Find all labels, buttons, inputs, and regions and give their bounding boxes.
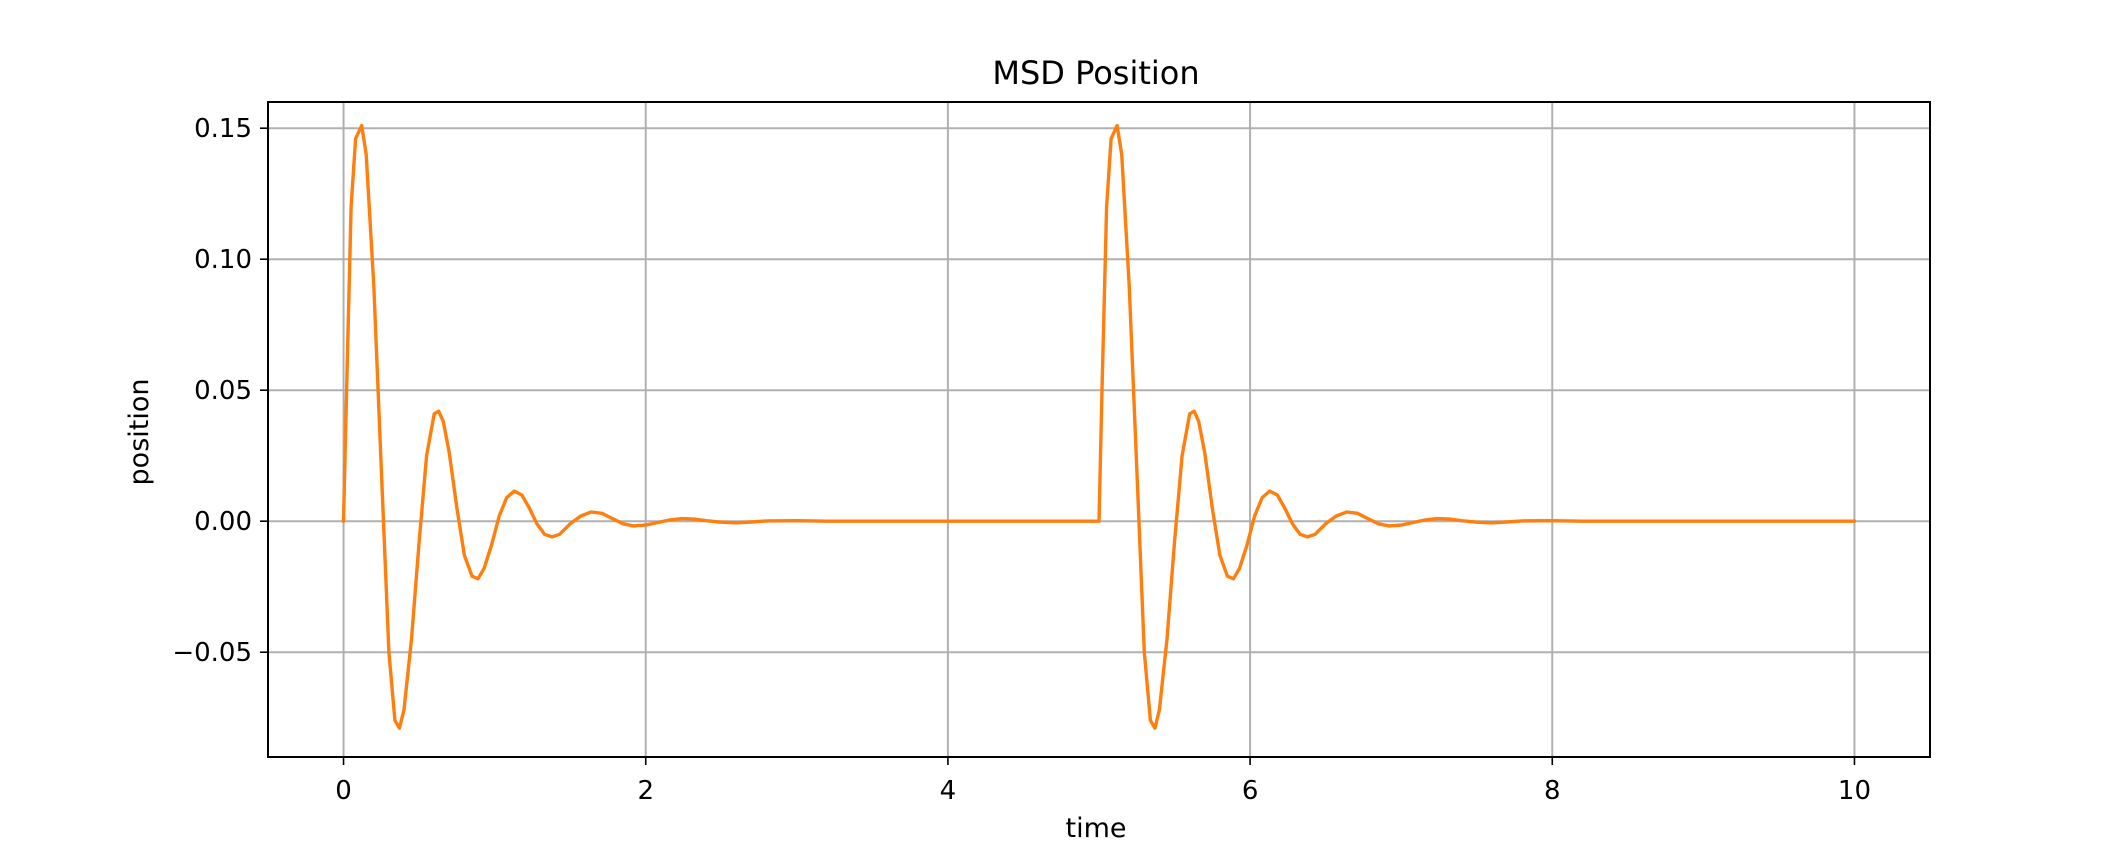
y-tick-label: 0.10: [194, 245, 252, 275]
plot-frame: [267, 101, 1931, 758]
x-axis-ticks: 0 2 4 6 8 10: [335, 757, 1871, 806]
y-tick-label: 0.05: [194, 376, 252, 406]
grid: [268, 102, 1930, 757]
y-tick-label: 0.00: [194, 507, 252, 537]
x-tick-label: 4: [940, 776, 957, 806]
x-axis-label: time: [1065, 813, 1126, 844]
series-layer: [341, 123, 1857, 730]
y-tick-label: 0.15: [194, 114, 252, 144]
x-tick-label: 0: [335, 776, 352, 806]
y-tick-label: −0.05: [172, 638, 252, 668]
x-tick-label: 2: [637, 776, 654, 806]
x-tick-label: 8: [1544, 776, 1561, 806]
position-series-line: [341, 123, 1857, 730]
x-tick-label: 10: [1838, 776, 1871, 806]
x-tick-label: 6: [1242, 776, 1259, 806]
y-axis-ticks: −0.05 0.00 0.05 0.10 0.15: [172, 114, 268, 668]
y-axis-label: position: [124, 379, 155, 486]
chart-title: MSD Position: [992, 54, 1199, 92]
